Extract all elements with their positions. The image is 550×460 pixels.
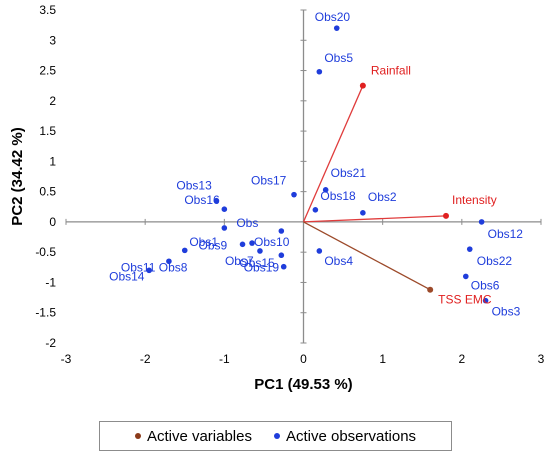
observation-label: Obs [236, 216, 258, 230]
observation-label: Obs13 [176, 179, 212, 193]
legend-label-variables: Active variables [146, 427, 252, 445]
y-tick-label: 1.5 [39, 124, 56, 138]
observation-label: Obs2 [368, 190, 397, 204]
observation-points [146, 25, 489, 304]
legend-item-variables: Active variables [134, 427, 252, 445]
observation-point [478, 219, 485, 225]
variable-label: Intensity [452, 193, 497, 207]
y-tick-label: 2.5 [39, 64, 56, 78]
observation-point [239, 241, 246, 248]
observation-point [249, 240, 255, 246]
observation-point [482, 297, 489, 304]
y-tick-label: -1 [45, 275, 56, 289]
observation-label: Obs17 [251, 174, 287, 188]
observation-label: Obs9 [199, 238, 228, 252]
x-tick-label: -1 [219, 352, 230, 366]
observation-label: Obs4 [324, 254, 353, 268]
observation-point [278, 252, 285, 259]
y-tick-label: -2 [45, 336, 56, 350]
variable-point [359, 82, 366, 89]
observation-label: Obs15 [239, 256, 275, 270]
variable-vector [303, 221, 431, 291]
observation-label: Obs1 [189, 235, 218, 249]
observation-label: Obs18 [320, 189, 356, 203]
x-axis-title: PC1 (49.53 %) [254, 376, 352, 393]
observation-label: Obs7 [225, 254, 254, 268]
observation-label: Obs8 [159, 260, 188, 274]
observation-point [213, 197, 220, 204]
observation-point [181, 247, 188, 254]
variable-vector [303, 215, 447, 223]
observation-label: Obs19 [244, 261, 280, 275]
observation-point [166, 258, 172, 265]
observation-label: Obs11 [121, 260, 156, 274]
variable-point [427, 286, 434, 293]
observation-point [291, 191, 297, 198]
y-tick-label: 0.5 [39, 185, 56, 199]
pca-biplot: -3 -2 -1 0 1 2 3 -2-1.5-1-0.500.511.522.533.5 … [9, 3, 545, 393]
variable-vectors [302, 82, 449, 293]
y-tick-label: -0.5 [35, 245, 56, 259]
observation-label: Obs20 [315, 10, 351, 24]
observation-label: Obs5 [324, 51, 353, 65]
x-tick-label: 2 [458, 352, 465, 366]
y-tick-label: -1.5 [35, 306, 56, 320]
observation-point [462, 273, 469, 280]
observation-label: Obs12 [488, 227, 524, 241]
legend-item-observations: Active observations [273, 427, 417, 445]
observation-point [316, 248, 323, 254]
observation-point [333, 25, 340, 31]
variable-point [443, 212, 449, 219]
x-tick-labels: -3 -2 -1 0 1 2 3 [61, 352, 545, 366]
observation-point [221, 225, 228, 231]
variable-label: TSS EMC [438, 293, 492, 307]
x-tick-label: 1 [379, 352, 386, 366]
legend-marker-observations [273, 433, 280, 439]
y-tick-label: 3.5 [39, 3, 56, 17]
x-tick-label: -3 [61, 352, 72, 366]
y-tick-label: 3 [49, 33, 56, 47]
observation-label: Obs6 [471, 278, 500, 292]
y-tick-label: 2 [49, 94, 56, 108]
variable-vector [302, 85, 364, 223]
observation-label: Obs22 [477, 254, 513, 268]
x-tick-label: -2 [140, 352, 151, 366]
observation-point [316, 68, 323, 75]
observation-label: Obs14 [109, 269, 145, 283]
observation-point [257, 248, 263, 254]
observation-point [360, 210, 366, 216]
legend: Active variables Active observations [99, 421, 452, 451]
observation-point [278, 228, 285, 234]
observation-label: Obs3 [492, 305, 521, 319]
y-tick-label: 1 [49, 154, 56, 168]
observation-point [312, 207, 319, 213]
y-tick-label: 0 [49, 215, 56, 229]
observation-point [322, 187, 329, 193]
y-tick-labels: -2 -1.5 -1 -0.5 0 0.5 1 1.5 2 2.5 3 3.5 [35, 3, 56, 350]
y-axis-title: PC2 (34.42 %) [9, 127, 26, 225]
legend-marker-variables [134, 433, 141, 439]
variable-label: Rainfall [371, 64, 411, 78]
observation-point [221, 206, 228, 212]
observation-point [146, 267, 152, 274]
observation-point [280, 263, 287, 270]
observation-label: Obs10 [254, 235, 290, 249]
observation-point [466, 246, 473, 252]
observation-label: Obs21 [331, 166, 367, 180]
x-tick-label: 3 [538, 352, 545, 366]
legend-label-observations: Active observations [285, 427, 417, 445]
x-tick-label: 0 [300, 352, 307, 366]
observation-label: Obs16 [184, 193, 220, 207]
